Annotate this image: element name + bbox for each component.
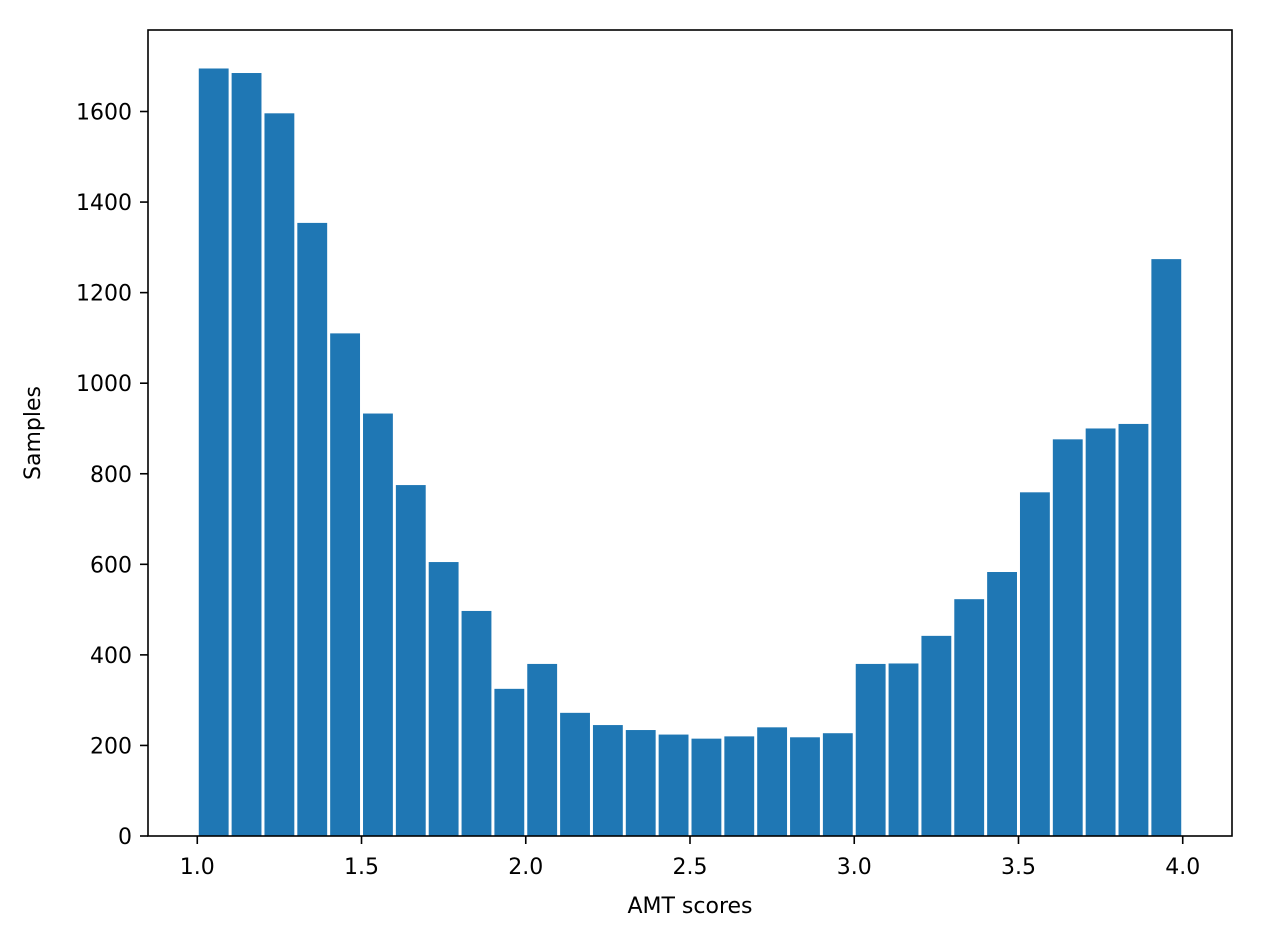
y-tick-label: 600 [90, 553, 132, 578]
y-axis: 0 200 400 600 800 1000 1200 1400 1600 [76, 101, 148, 850]
x-tick-label: 1.0 [180, 855, 215, 880]
histogram-bar [560, 712, 590, 836]
x-tick-label: 2.0 [508, 855, 543, 880]
histogram-bar [1085, 428, 1116, 836]
histogram-bar [658, 734, 689, 836]
histogram-bar [330, 333, 361, 836]
histogram-bar [855, 663, 886, 836]
y-axis-title: Samples [21, 386, 46, 480]
x-axis-title: AMT scores [627, 894, 752, 919]
plot-frame [147, 29, 1233, 837]
histogram-bar [921, 635, 952, 836]
histogram-bar [297, 222, 328, 836]
x-axis: 1.0 1.5 2.0 2.5 3.0 3.5 4.0 [180, 836, 1200, 880]
histogram-bar [395, 485, 426, 836]
y-tick-label: 800 [90, 463, 132, 488]
histogram-bar [363, 413, 393, 836]
histogram-bar [691, 738, 722, 836]
x-tick-label: 4.0 [1165, 855, 1200, 880]
histogram-bar [527, 663, 558, 836]
x-tick-label: 3.5 [1001, 855, 1036, 880]
histogram-bar [1151, 259, 1182, 836]
y-tick-label: 1200 [76, 282, 132, 307]
x-tick-label: 2.5 [673, 855, 708, 880]
y-tick-label: 1400 [76, 191, 132, 216]
x-tick-label: 1.5 [344, 855, 379, 880]
bars-group [198, 68, 1182, 837]
histogram-bar [1118, 423, 1149, 836]
y-tick-label: 1600 [76, 101, 132, 126]
y-tick-label: 1000 [76, 372, 132, 397]
histogram-bar [790, 737, 820, 836]
histogram-bar [625, 730, 656, 836]
histogram-bar [198, 68, 229, 837]
histogram-bar [428, 562, 459, 836]
histogram-bar [724, 736, 755, 836]
histogram-bar [231, 73, 262, 836]
histogram-bar [987, 572, 1017, 836]
y-tick-label: 200 [90, 734, 132, 759]
histogram-bar [264, 113, 295, 836]
histogram-bar [888, 663, 919, 836]
histogram-bar [461, 610, 492, 836]
x-tick-label: 3.0 [837, 855, 872, 880]
histogram-bar [822, 733, 853, 836]
histogram-bar [494, 688, 525, 836]
y-tick-label: 0 [118, 825, 132, 850]
histogram-bar [757, 727, 788, 836]
histogram-bar [954, 599, 985, 836]
histogram-bar [1019, 492, 1050, 836]
histogram-bar [592, 725, 623, 836]
histogram-bar [1052, 439, 1083, 836]
y-tick-label: 400 [90, 644, 132, 669]
